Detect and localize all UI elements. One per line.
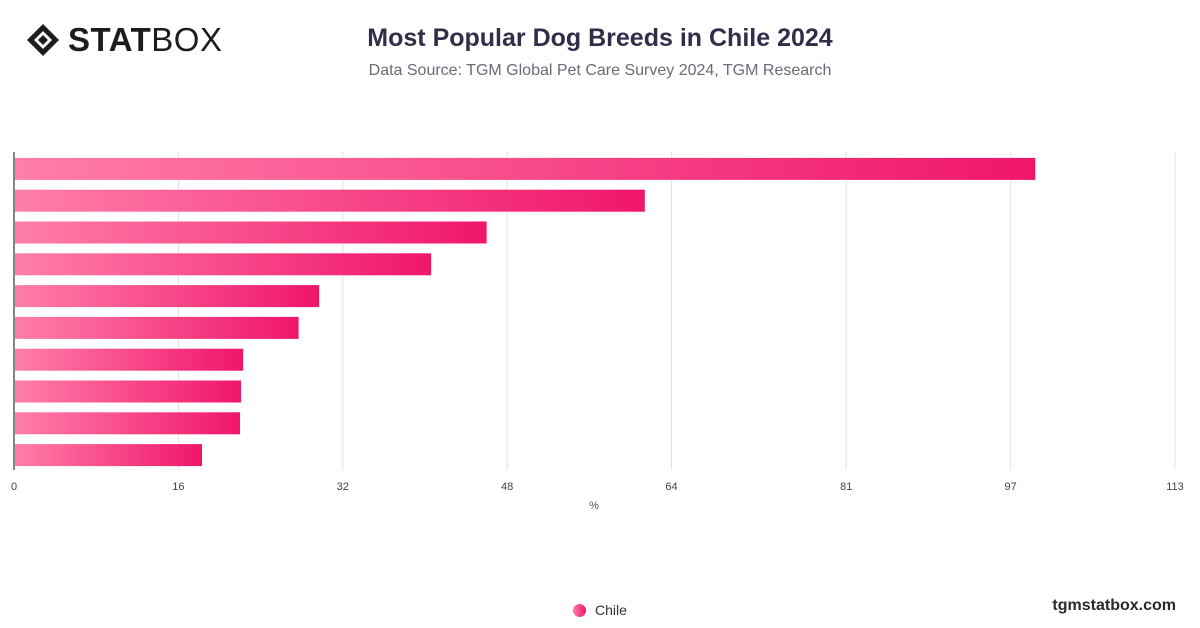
x-tick-label: 81 (840, 481, 852, 493)
bar[interactable] (15, 253, 432, 276)
bar[interactable] (15, 444, 203, 467)
bar[interactable] (15, 348, 244, 371)
statbox-logo: STATBOX (26, 22, 222, 58)
x-tick-label: 0 (11, 481, 17, 493)
legend[interactable]: Chile (573, 602, 627, 618)
bar[interactable] (15, 412, 241, 435)
bar[interactable] (15, 157, 1036, 180)
x-tick-label: 16 (172, 481, 184, 493)
x-tick-label: 64 (665, 481, 677, 493)
x-tick-label: 113 (1166, 481, 1184, 493)
bar[interactable] (15, 285, 320, 308)
bar[interactable] (15, 221, 487, 244)
x-tick-label: 97 (1004, 481, 1016, 493)
x-axis-label: % (589, 500, 599, 512)
x-tick-label: 32 (337, 481, 349, 493)
bar[interactable] (15, 316, 299, 339)
chart-subtitle: Data Source: TGM Global Pet Care Survey … (368, 62, 832, 79)
bar[interactable] (15, 380, 242, 403)
legend-label: Chile (595, 602, 627, 618)
statbox-logo-text: STATBOX (68, 21, 223, 58)
statbox-logo-icon (27, 24, 59, 56)
chart-title: Most Popular Dog Breeds in Chile 2024 (367, 24, 833, 52)
site-url: tgmstatbox.com (1052, 597, 1176, 614)
x-tick-label: 48 (501, 481, 513, 493)
legend-marker (573, 603, 586, 617)
bar[interactable] (15, 189, 645, 212)
